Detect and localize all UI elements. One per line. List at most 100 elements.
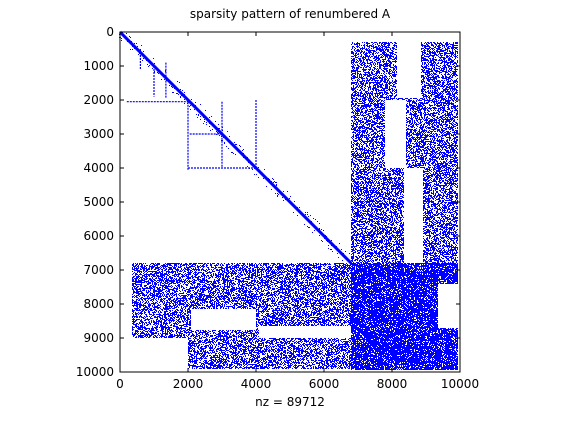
nonzero-dot bbox=[357, 92, 358, 93]
nonzero-dot bbox=[423, 146, 424, 147]
nonzero-dot bbox=[365, 106, 366, 107]
nonzero-dot bbox=[451, 146, 452, 147]
nonzero-dot bbox=[453, 82, 454, 83]
nonzero-dot bbox=[435, 115, 436, 116]
nonzero-dot bbox=[390, 99, 391, 100]
nonzero-dot bbox=[352, 116, 353, 117]
nonzero-dot bbox=[444, 58, 445, 59]
nonzero-dot bbox=[442, 116, 443, 117]
nonzero-dot bbox=[421, 42, 422, 43]
nonzero-dot bbox=[438, 123, 439, 124]
nonzero-dot bbox=[415, 146, 416, 147]
nonzero-dot bbox=[448, 56, 449, 57]
nonzero-dot bbox=[446, 72, 447, 73]
nonzero-dot bbox=[457, 139, 458, 140]
nonzero-dot bbox=[358, 66, 359, 67]
nonzero-dot bbox=[406, 115, 407, 116]
nonzero-dot bbox=[357, 123, 358, 124]
nonzero-dot bbox=[361, 82, 362, 83]
nonzero-dot bbox=[373, 48, 374, 49]
nonzero-dot bbox=[457, 86, 458, 87]
nonzero-dot bbox=[374, 47, 375, 48]
nonzero-dot bbox=[445, 62, 446, 63]
nonzero-dot bbox=[361, 110, 362, 111]
nonzero-dot bbox=[360, 122, 361, 123]
nonzero-dot bbox=[360, 61, 361, 62]
nonzero-dot bbox=[444, 99, 445, 100]
nonzero-dot bbox=[427, 75, 428, 76]
nonzero-dot bbox=[456, 132, 457, 133]
nonzero-dot bbox=[442, 98, 443, 99]
nonzero-dot bbox=[448, 67, 449, 68]
nonzero-dot bbox=[373, 145, 374, 146]
nonzero-dot bbox=[452, 53, 453, 54]
nonzero-dot bbox=[442, 148, 443, 149]
nonzero-dot bbox=[416, 119, 417, 120]
nonzero-dot bbox=[425, 87, 426, 88]
nonzero-dot bbox=[378, 109, 379, 110]
nonzero-dot bbox=[385, 52, 386, 53]
nonzero-dot bbox=[359, 77, 360, 78]
nonzero-dot bbox=[384, 68, 385, 69]
nonzero-dot bbox=[354, 89, 355, 90]
nonzero-dot bbox=[433, 42, 434, 43]
nonzero-dot bbox=[375, 80, 376, 81]
nonzero-dot bbox=[368, 43, 369, 44]
nonzero-dot bbox=[375, 66, 376, 67]
nonzero-dot bbox=[356, 57, 357, 58]
nonzero-dot bbox=[448, 77, 449, 78]
nonzero-dot bbox=[435, 83, 436, 84]
nonzero-dot bbox=[355, 138, 356, 139]
nonzero-dot bbox=[436, 96, 437, 97]
nonzero-dot bbox=[387, 88, 388, 89]
nonzero-dot bbox=[369, 51, 370, 52]
nonzero-dot bbox=[426, 64, 427, 65]
nonzero-dot bbox=[407, 132, 408, 133]
nonzero-dot bbox=[431, 131, 432, 132]
nonzero-dot bbox=[435, 95, 436, 96]
nonzero-dot bbox=[384, 111, 385, 112]
nonzero-dot bbox=[361, 50, 362, 51]
nonzero-dot bbox=[377, 110, 378, 111]
nonzero-dot bbox=[351, 83, 352, 84]
nonzero-dot bbox=[456, 123, 457, 124]
nonzero-dot bbox=[446, 56, 447, 57]
nonzero-dot bbox=[435, 119, 436, 120]
nonzero-dot bbox=[365, 94, 366, 95]
nonzero-dot bbox=[444, 53, 445, 54]
nonzero-dot bbox=[411, 148, 412, 149]
nonzero-dot bbox=[427, 112, 428, 113]
nonzero-dot bbox=[455, 146, 456, 147]
nonzero-dot bbox=[366, 77, 367, 78]
nonzero-dot bbox=[409, 147, 410, 148]
nonzero-dot bbox=[431, 122, 432, 123]
nonzero-dot bbox=[353, 75, 354, 76]
nonzero-dot bbox=[361, 91, 362, 92]
nonzero-dot bbox=[448, 101, 449, 102]
nonzero-dot bbox=[364, 147, 365, 148]
nonzero-dot bbox=[435, 110, 436, 111]
nonzero-dot bbox=[431, 75, 432, 76]
nonzero-dot bbox=[363, 116, 364, 117]
nonzero-dot bbox=[449, 133, 450, 134]
nonzero-dot bbox=[455, 72, 456, 73]
nonzero-dot bbox=[396, 95, 397, 96]
nonzero-dot bbox=[385, 87, 386, 88]
nonzero-dot bbox=[353, 60, 354, 61]
nonzero-dot bbox=[375, 68, 376, 69]
nonzero-dot bbox=[423, 45, 424, 46]
nonzero-dot bbox=[351, 143, 352, 144]
nonzero-dot bbox=[447, 47, 448, 48]
nonzero-dot bbox=[363, 132, 364, 133]
nonzero-dot bbox=[430, 58, 431, 59]
nonzero-dot bbox=[359, 132, 360, 133]
nonzero-dot bbox=[424, 45, 425, 46]
nonzero-dot bbox=[451, 144, 452, 145]
nonzero-dot bbox=[366, 143, 367, 144]
nonzero-dot bbox=[352, 68, 353, 69]
nonzero-dot bbox=[441, 145, 442, 146]
nonzero-dot bbox=[424, 66, 425, 67]
nonzero-dot bbox=[375, 129, 376, 130]
nonzero-dot bbox=[356, 147, 357, 148]
nonzero-dot bbox=[356, 82, 357, 83]
